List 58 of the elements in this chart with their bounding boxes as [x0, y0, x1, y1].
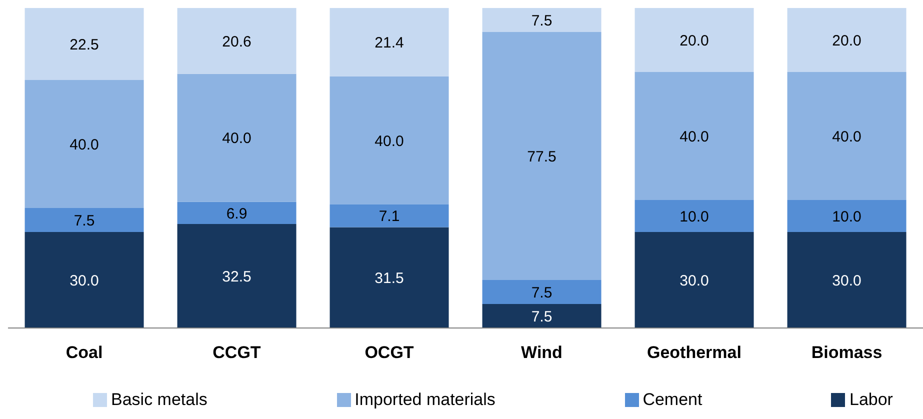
- data-label: 40.0: [374, 132, 404, 150]
- data-label: 10.0: [680, 208, 709, 226]
- bar: [177, 202, 296, 224]
- bar: [24, 232, 144, 328]
- data-label: 40.0: [832, 128, 862, 146]
- data-label: 7.5: [74, 212, 95, 230]
- bar: [482, 280, 602, 304]
- bar: [330, 227, 449, 328]
- bar: [787, 8, 906, 72]
- bar: [482, 32, 602, 280]
- data-label: 6.9: [226, 205, 248, 222]
- bar: [787, 232, 906, 328]
- data-label: 7.5: [531, 12, 552, 30]
- data-label: 31.5: [374, 270, 404, 287]
- bar: [330, 8, 449, 76]
- bar: [634, 200, 754, 232]
- legend-label: Labor: [849, 390, 893, 410]
- data-label: 20.0: [832, 32, 862, 50]
- data-label: 7.1: [378, 208, 400, 226]
- data-label: 30.0: [832, 272, 862, 290]
- bar: [634, 8, 754, 72]
- bar: [24, 208, 144, 232]
- x-tick-label: Wind: [521, 343, 562, 362]
- x-tick-label: OCGT: [364, 343, 414, 362]
- bar: [634, 232, 754, 328]
- bar: [482, 8, 602, 32]
- bar: [24, 80, 144, 208]
- data-label: 77.5: [527, 148, 556, 166]
- data-label: 30.0: [70, 272, 99, 290]
- legend-label: Cement: [642, 390, 702, 410]
- data-label: 20.6: [222, 33, 252, 50]
- data-label: 40.0: [222, 130, 252, 148]
- x-tick-label: Coal: [66, 343, 103, 362]
- x-tick-label: Biomass: [811, 343, 882, 362]
- data-label: 20.0: [680, 32, 709, 50]
- bar: [177, 224, 296, 328]
- legend-label: Basic metals: [111, 390, 208, 410]
- bar: [24, 8, 144, 80]
- data-label: 7.5: [531, 284, 552, 302]
- bar: [634, 72, 754, 200]
- data-label: 7.5: [531, 308, 552, 326]
- bar: [787, 200, 906, 232]
- bar: [787, 72, 906, 200]
- x-tick-label: Geothermal: [647, 343, 742, 362]
- data-label: 22.5: [70, 36, 99, 54]
- x-tick-label: CCGT: [212, 343, 262, 362]
- data-label: 30.0: [680, 272, 709, 290]
- data-label: 40.0: [680, 128, 709, 146]
- bar: [330, 76, 449, 204]
- data-label: 32.5: [222, 268, 252, 286]
- data-label: 21.4: [374, 34, 404, 52]
- bar: [177, 74, 296, 202]
- data-label: 40.0: [70, 136, 99, 154]
- data-label: 10.0: [832, 208, 862, 226]
- bar: [330, 204, 449, 228]
- bar: [177, 8, 296, 74]
- legend-label: Imported materials: [354, 390, 496, 410]
- bar: [482, 304, 602, 328]
